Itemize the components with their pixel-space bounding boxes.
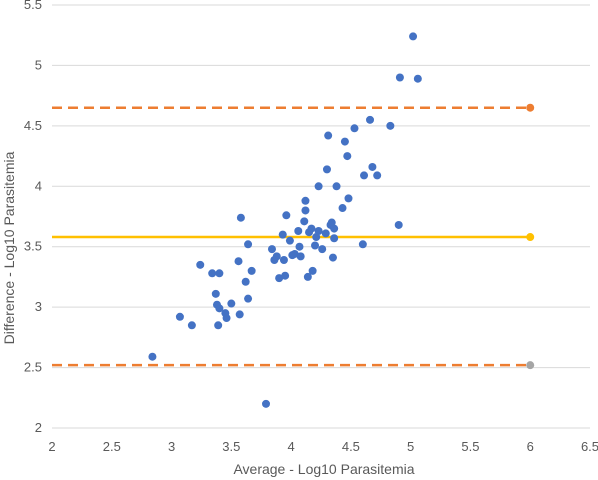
data-point	[373, 171, 382, 180]
data-point	[214, 321, 223, 330]
data-point	[340, 137, 349, 146]
y-tick-label: 2.5	[24, 360, 42, 375]
data-point	[227, 299, 236, 308]
x-tick-label: 3.5	[222, 439, 240, 454]
y-tick-label: 4	[35, 178, 42, 193]
data-point	[413, 74, 422, 83]
data-point	[279, 256, 288, 265]
data-point	[272, 252, 281, 261]
data-point	[278, 230, 287, 239]
data-point	[344, 194, 353, 203]
data-point	[211, 289, 220, 298]
data-point	[321, 229, 330, 238]
data-point	[215, 269, 224, 278]
data-points	[148, 32, 422, 408]
y-tick-label: 3.5	[24, 239, 42, 254]
data-point	[303, 272, 312, 281]
data-point	[330, 224, 339, 233]
data-point	[175, 312, 184, 321]
data-point	[343, 152, 352, 161]
data-point	[187, 321, 196, 330]
x-tick-label: 2	[48, 439, 55, 454]
data-point	[241, 277, 250, 286]
data-point	[327, 218, 336, 227]
data-point	[301, 196, 310, 205]
data-point	[295, 242, 304, 251]
x-tick-label: 4	[287, 439, 294, 454]
data-point	[314, 227, 323, 236]
y-tick-label: 4.5	[24, 118, 42, 133]
data-point	[244, 294, 253, 303]
reference-line-end-marker	[526, 103, 535, 112]
data-point	[318, 245, 327, 254]
x-axis-ticks: 2 2.5 3 3.5 4 4.5 5 5.5 6 6.5	[48, 439, 598, 454]
data-point	[234, 257, 243, 266]
x-tick-label: 3	[168, 439, 175, 454]
data-point	[244, 240, 253, 249]
x-tick-label: 6.5	[581, 439, 598, 454]
y-tick-label: 3	[35, 299, 42, 314]
reference-line-end-marker	[526, 361, 535, 370]
data-point	[215, 304, 224, 313]
data-point	[285, 236, 294, 245]
data-point	[328, 253, 337, 262]
reference-lines	[52, 103, 535, 370]
x-axis-title: Average - Log10 Parasitemia	[233, 461, 414, 477]
data-point	[296, 252, 305, 261]
data-point	[300, 217, 309, 226]
data-point	[366, 115, 375, 124]
x-tick-label: 2.5	[103, 439, 121, 454]
data-point	[236, 213, 245, 222]
data-point	[394, 220, 403, 229]
data-point	[409, 32, 418, 41]
data-point	[386, 121, 395, 130]
x-tick-label: 6	[527, 439, 534, 454]
data-point	[281, 271, 290, 280]
data-point	[338, 204, 347, 213]
data-point	[301, 206, 310, 215]
data-point	[267, 245, 276, 254]
y-axis-title: Difference - Log10 Parasitemia	[1, 151, 17, 344]
y-tick-label: 2	[35, 420, 42, 435]
data-point	[308, 266, 317, 275]
y-tick-label: 5.5	[24, 0, 42, 12]
data-point	[262, 399, 271, 408]
data-point	[307, 224, 316, 233]
x-tick-label: 5.5	[461, 439, 479, 454]
data-point	[196, 260, 205, 269]
data-point	[324, 131, 333, 140]
data-point	[235, 310, 244, 319]
y-axis-ticks: 2 2.5 3 3.5 4 4.5 5 5.5	[24, 0, 42, 435]
data-point	[222, 314, 231, 323]
data-point	[282, 211, 291, 220]
data-point	[294, 227, 303, 236]
data-point	[314, 182, 323, 191]
data-point	[330, 234, 339, 243]
y-tick-label: 5	[35, 57, 42, 72]
data-point	[148, 352, 157, 361]
data-point	[332, 182, 341, 191]
data-point	[360, 171, 369, 180]
data-point	[311, 241, 320, 250]
data-point	[322, 165, 331, 174]
data-point	[247, 266, 256, 275]
data-point	[208, 269, 217, 278]
data-point	[395, 73, 404, 82]
data-point	[350, 124, 359, 133]
x-tick-label: 4.5	[342, 439, 360, 454]
reference-line-end-marker	[526, 233, 535, 242]
x-tick-label: 5	[407, 439, 414, 454]
data-point	[312, 233, 321, 242]
data-point	[368, 162, 377, 171]
data-point	[358, 240, 367, 249]
